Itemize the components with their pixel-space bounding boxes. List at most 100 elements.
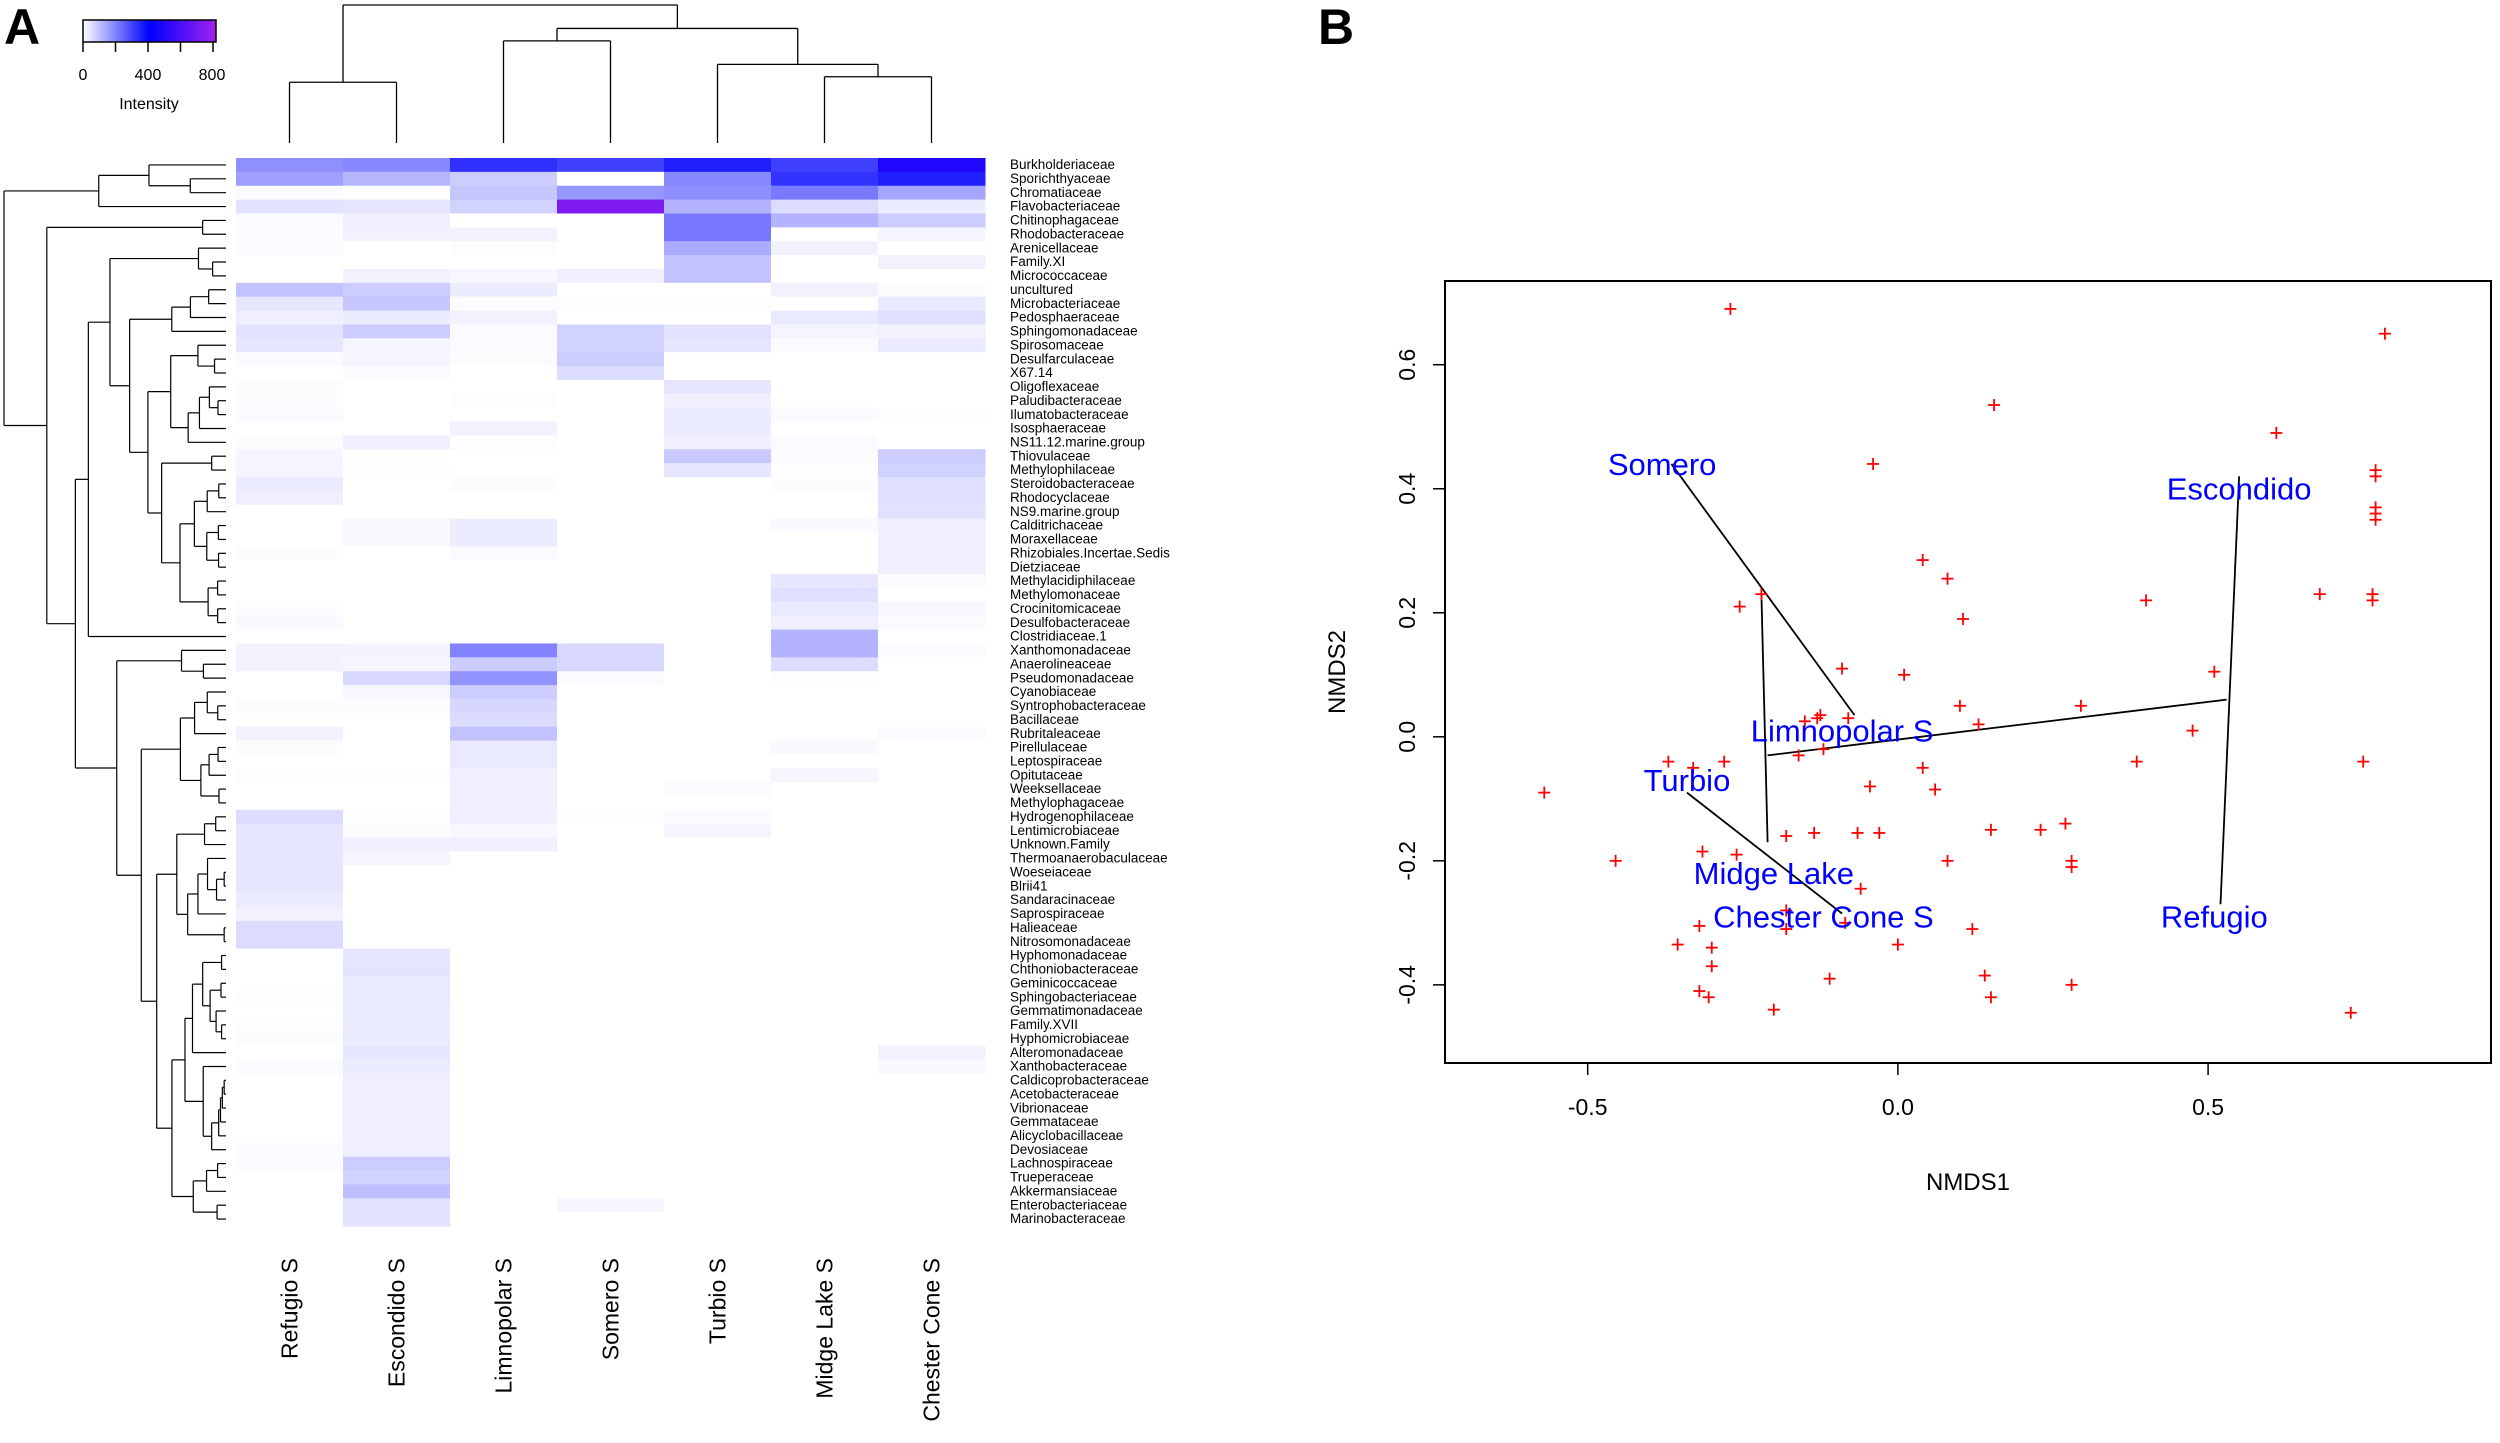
heatmap-cell: [557, 657, 665, 672]
heatmap-cell: [771, 532, 879, 547]
heatmap-cell: [557, 615, 665, 631]
heatmap-cell: [450, 407, 558, 423]
heatmap-cell: [236, 1142, 344, 1158]
heatmap-cell: [236, 1031, 344, 1047]
heatmap-cell: [664, 879, 772, 894]
row-label: Moraxellaceae: [1010, 532, 1098, 547]
panel-b-letter: B: [1318, 0, 1354, 55]
heatmap-cell: [771, 990, 879, 1005]
heatmap-cell: [236, 1198, 344, 1213]
heatmap-cell: [557, 906, 665, 922]
heatmap-cell: [236, 698, 344, 714]
heatmap-cell: [557, 1087, 665, 1102]
heatmap-cell: [450, 893, 558, 908]
heatmap-cell: [236, 1017, 344, 1033]
heatmap-cell: [878, 435, 986, 450]
species-point-marker: [2074, 699, 2087, 712]
heatmap-cell: [557, 504, 665, 520]
heatmap-cell: [664, 546, 772, 561]
site-label: Midge Lake: [1694, 856, 1854, 891]
heatmap-cell: [450, 823, 558, 839]
row-label: Anaerolineaceae: [1010, 656, 1111, 671]
column-label: Turbio S: [705, 1258, 731, 1344]
heatmap-cell: [450, 435, 558, 450]
colorbar-ticks: [82, 42, 214, 52]
heatmap-cell: [664, 532, 772, 547]
heatmap-cell: [236, 1115, 344, 1130]
heatmap-cell: [343, 268, 451, 284]
heatmap-cell: [343, 809, 451, 825]
heatmap-cell: [450, 310, 558, 325]
heatmap-cell: [878, 1073, 986, 1088]
heatmap-cell: [343, 962, 451, 977]
heatmap-cell: [343, 1156, 451, 1172]
heatmap-cell: [343, 685, 451, 700]
heatmap-cell: [236, 823, 344, 839]
row-label: Oligoflexaceae: [1010, 379, 1099, 394]
heatmap-cell: [236, 1184, 344, 1199]
row-label: Hydrogenophilaceae: [1010, 809, 1134, 824]
species-point-marker: [2059, 817, 2072, 830]
row-label: uncultured: [1010, 282, 1073, 297]
heatmap-cell: [664, 366, 772, 381]
heatmap-cell: [450, 879, 558, 894]
species-point-marker: [2369, 513, 2382, 526]
heatmap-cell: [450, 1045, 558, 1061]
heatmap-cell: [557, 268, 665, 284]
colorbar-tick-400: 400: [135, 67, 162, 84]
heatmap-cell: [771, 1004, 879, 1019]
heatmap-cell: [236, 268, 344, 284]
heatmap-cell: [664, 962, 772, 977]
heatmap-cell: [664, 809, 772, 825]
heatmap-cell: [557, 1128, 665, 1144]
row-label: Devosiaceae: [1010, 1142, 1088, 1157]
heatmap-cell: [343, 698, 451, 714]
colorbar: 0 400 800 Intensity: [79, 19, 225, 113]
heatmap-cell: [343, 601, 451, 617]
heatmap-cell: [878, 352, 986, 367]
heatmap-cell: [236, 601, 344, 617]
heatmap-cell: [450, 1115, 558, 1130]
heatmap-cell: [343, 879, 451, 894]
row-label: Sphingobacteriaceae: [1010, 989, 1137, 1004]
column-label: Limnopolar S: [491, 1258, 517, 1394]
heatmap-cell: [664, 934, 772, 950]
heatmap-cell: [664, 1059, 772, 1074]
heatmap-cell: [664, 1073, 772, 1088]
heatmap-cell: [450, 990, 558, 1005]
heatmap-cell: [878, 227, 986, 242]
heatmap-cell: [343, 379, 451, 395]
heatmap-cell: [557, 1142, 665, 1158]
heatmap-cell: [771, 906, 879, 922]
heatmap-cell: [878, 865, 986, 880]
heatmap-cell: [343, 560, 451, 575]
heatmap-cell: [557, 643, 665, 658]
heatmap-cell: [450, 809, 558, 825]
species-point-marker: [2357, 755, 2370, 768]
species-point-marker: [1873, 826, 1886, 839]
heatmap-cell: [664, 1101, 772, 1116]
heatmap-cell: [557, 1212, 665, 1227]
heatmap-cell: [771, 282, 879, 298]
heatmap-cell: [343, 587, 451, 603]
species-point-marker: [1851, 826, 1864, 839]
heatmap-cell: [557, 587, 665, 603]
heatmap-cell: [878, 158, 986, 173]
heatmap-cell: [236, 906, 344, 922]
heatmap-cell: [878, 615, 986, 631]
heatmap-cell: [343, 1115, 451, 1130]
row-label: Rhodobacteraceae: [1010, 226, 1124, 241]
heatmap-cell: [450, 504, 558, 520]
heatmap-cell: [343, 1198, 451, 1213]
heatmap-cell: [878, 920, 986, 936]
heatmap-cell: [557, 879, 665, 894]
heatmap-cell: [878, 934, 986, 950]
heatmap-cell: [343, 518, 451, 533]
heatmap-cell: [343, 532, 451, 547]
heatmap-cell: [557, 809, 665, 825]
row-label: Opitutaceae: [1010, 767, 1083, 782]
heatmap-cell: [236, 865, 344, 880]
cluster-segments: [1670, 463, 2241, 915]
species-point-marker: [2270, 426, 2283, 439]
row-label: Marinobacteraceae: [1010, 1211, 1126, 1226]
